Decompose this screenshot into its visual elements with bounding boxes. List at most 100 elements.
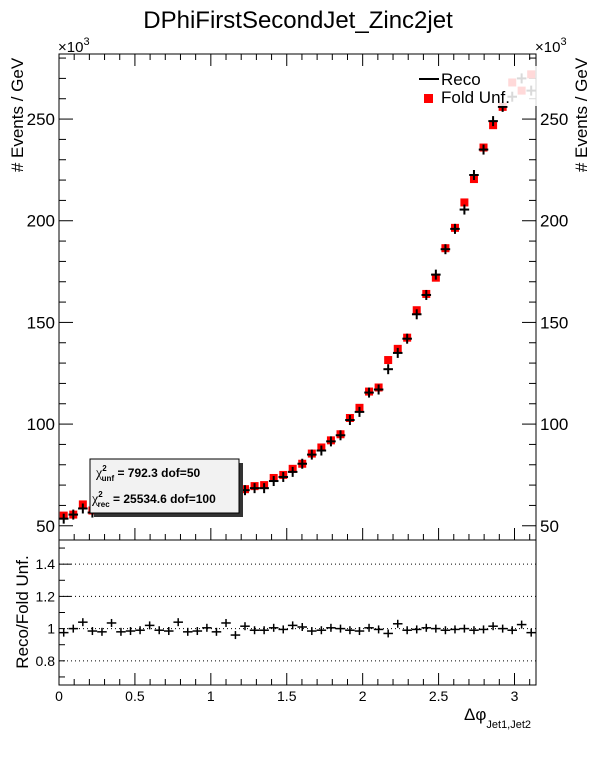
ratio-point: [202, 623, 212, 632]
upper-data-markers: [58, 70, 536, 524]
ratio-tick-labels: 0.8 1 1.2 1.4 0 0.5 1 1.5 2 2.5 3: [36, 556, 519, 704]
ratio-data-markers: [58, 618, 536, 640]
y-exponent-right: ×103: [535, 36, 567, 56]
legend-reco-label: Reco: [441, 70, 481, 89]
reco-point: [411, 309, 422, 320]
ratio-point: [249, 626, 260, 635]
ratio-gridlines: [59, 563, 536, 662]
ratio-point: [373, 625, 384, 634]
reco-point: [316, 445, 327, 456]
ratio-point: [192, 627, 203, 636]
x-tick-label: 2: [359, 688, 367, 704]
ratio-point: [354, 627, 365, 636]
ratio-point: [106, 618, 117, 627]
ratio-point: [421, 623, 432, 632]
ratio-point: [450, 625, 460, 634]
y-axis-title-left: # Events / GeV: [8, 57, 27, 172]
ratio-point: [164, 627, 174, 636]
reco-point: [459, 204, 470, 215]
reco-point: [78, 503, 88, 514]
ratio-point: [402, 626, 412, 635]
y-exponent-left: ×103: [58, 36, 90, 56]
chi2-rec-text: χ2 rec = 25534.6 dof=100: [91, 490, 216, 509]
ratio-point: [221, 618, 231, 627]
reco-point: [478, 144, 489, 155]
reco-point: [68, 509, 79, 520]
ratio-point: [173, 618, 183, 627]
y-tick-label-left: 250: [27, 110, 55, 129]
ratio-point: [507, 626, 517, 635]
legend-box: [417, 66, 538, 106]
ratio-point: [240, 622, 250, 631]
ratio-point: [316, 626, 327, 635]
ratio-point: [440, 626, 451, 635]
reco-point: [278, 471, 289, 482]
ratio-point: [526, 628, 536, 637]
ratio-point: [154, 626, 164, 635]
y-axis-title-right: # Events / GeV: [572, 57, 591, 172]
ratio-point: [383, 629, 393, 638]
ratio-point: [488, 622, 498, 631]
reco-point: [373, 384, 384, 395]
ratio-point: [326, 623, 336, 632]
ratio-point: [116, 627, 126, 636]
reco-point: [383, 364, 393, 375]
ratio-point: [125, 627, 136, 636]
ratio-point: [307, 627, 317, 636]
ratio-point: [144, 621, 155, 630]
y-tick-label-right: 250: [540, 110, 568, 129]
ratio-point: [135, 626, 145, 635]
ratio-point: [230, 631, 241, 640]
reco-point: [488, 116, 498, 127]
ratio-point: [297, 623, 308, 631]
reco-point: [392, 347, 403, 358]
reco-point: [249, 483, 260, 494]
reco-point: [450, 223, 460, 234]
reco-point: [307, 449, 317, 460]
ratio-y-tick-label: 1: [47, 621, 55, 637]
reco-point: [354, 406, 365, 417]
reco-point: [335, 430, 346, 441]
ratio-point: [469, 626, 479, 635]
y-tick-label-right: 50: [540, 517, 559, 536]
y-tick-label-right: 150: [540, 313, 568, 332]
reco-point: [326, 436, 336, 447]
ratio-point: [411, 625, 422, 634]
ratio-point: [497, 624, 508, 633]
upper-axis-ticks: [58, 54, 536, 540]
reco-point: [402, 333, 412, 344]
ratio-y-tick-label: 0.8: [36, 653, 56, 669]
reco-point: [58, 513, 69, 524]
ratio-point: [97, 627, 107, 636]
chi2-unf-text: χ2 unf = 792.3 dof=50: [95, 464, 200, 483]
x-tick-label: 0: [55, 688, 63, 704]
ratio-point: [211, 627, 222, 636]
ratio-point: [431, 624, 441, 633]
ratio-point: [392, 619, 403, 628]
ratio-y-tick-label: 1.4: [36, 556, 56, 572]
y-tick-label-left: 200: [27, 212, 55, 231]
x-tick-label: 2.5: [429, 688, 449, 704]
x-axis-title: ΔφJet1,Jet2: [464, 705, 531, 731]
ratio-plot-frame: [58, 539, 537, 686]
ratio-point: [478, 625, 489, 634]
foldunf-point: [460, 198, 469, 207]
ratio-point: [364, 623, 374, 632]
ratio-point: [335, 624, 346, 633]
reco-point: [287, 466, 298, 477]
x-tick-label: 0.5: [125, 688, 145, 704]
ratio-point: [287, 621, 298, 630]
ratio-y-axis-title: Reco/Fold Unf.: [13, 555, 32, 668]
x-tick-label: 3: [511, 688, 519, 704]
legend: Reco Fold Unf.: [417, 66, 538, 107]
reco-point: [345, 415, 355, 426]
ratio-axis-ticks: [58, 547, 531, 685]
ratio-point: [259, 626, 269, 635]
reco-point: [469, 169, 479, 180]
legend-foldunf-marker: [424, 94, 433, 103]
chart-title: DPhiFirstSecondJet_Zinc2jet: [143, 7, 453, 34]
reco-point: [421, 289, 432, 300]
ratio-point: [459, 624, 470, 633]
foldunf-point: [384, 356, 393, 365]
